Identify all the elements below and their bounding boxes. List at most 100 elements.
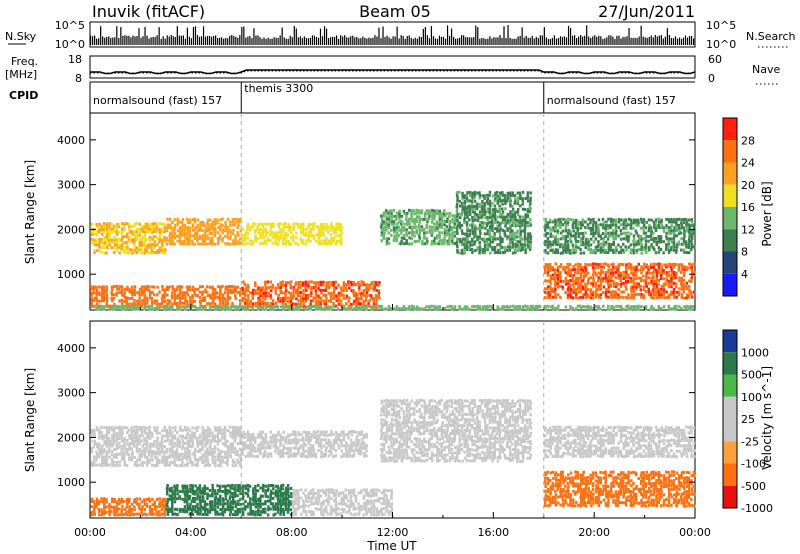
heatmap-cell: [208, 302, 212, 306]
heatmap-cell: [420, 225, 424, 229]
heatmap-cell: [110, 227, 113, 231]
heatmap-cell: [642, 267, 645, 271]
heatmap-cell: [491, 246, 494, 250]
heatmap-cell: [655, 296, 658, 300]
heatmap-cell: [189, 301, 192, 305]
nsky-bar: [362, 36, 364, 45]
heatmap-cell: [256, 307, 260, 311]
heatmap-cell: [505, 237, 509, 241]
heatmap-cell: [171, 436, 174, 440]
heatmap-cell: [435, 307, 438, 311]
heatmap-cell: [194, 293, 197, 297]
heatmap-cell: [158, 441, 162, 445]
heatmap-cell: [143, 235, 146, 239]
heatmap-cell: [382, 211, 386, 215]
heatmap-cell: [509, 210, 512, 214]
heatmap-cell: [151, 243, 154, 247]
heatmap-cell: [140, 425, 144, 429]
heatmap-cell: [123, 235, 126, 239]
heatmap-cell: [284, 283, 288, 287]
heatmap-cell: [552, 307, 555, 311]
heatmap-cell: [410, 233, 414, 237]
heatmap-cell: [266, 237, 270, 241]
heatmap-cell: [224, 444, 227, 448]
heatmap-cell: [231, 218, 235, 222]
heatmap-cell: [322, 222, 325, 226]
heatmap-cell: [150, 507, 154, 511]
nsky-bar: [565, 37, 568, 45]
heatmap-cell: [591, 226, 595, 230]
heatmap-cell: [612, 290, 615, 294]
heatmap-cell: [587, 226, 590, 230]
heatmap-cell: [176, 452, 179, 456]
heatmap-cell: [652, 276, 655, 280]
heatmap-cell: [321, 231, 325, 235]
heatmap-cell: [642, 245, 646, 249]
heatmap-cell: [135, 439, 139, 443]
heatmap-cell: [249, 242, 253, 246]
heatmap-cell: [201, 458, 204, 462]
heatmap-cell: [105, 431, 109, 435]
heatmap-cell: [217, 240, 220, 244]
heatmap-cell: [579, 306, 583, 310]
heatmap-cell: [471, 226, 474, 230]
heatmap-cell: [682, 287, 686, 291]
heatmap-cell: [165, 285, 169, 289]
cpid-segment-label: themis 3300: [244, 82, 313, 95]
heatmap-cell: [198, 458, 201, 462]
heatmap-cell: [238, 426, 242, 430]
heatmap-cell: [634, 277, 638, 281]
heatmap-cell: [105, 450, 109, 454]
heatmap-cell: [179, 490, 182, 494]
heatmap-cell: [567, 279, 570, 283]
heatmap-cell: [299, 225, 302, 229]
heatmap-cell: [584, 262, 587, 266]
heatmap-cell: [115, 246, 119, 250]
heatmap-cell: [466, 215, 469, 219]
heatmap-cell: [410, 219, 414, 223]
heatmap-cell: [680, 277, 684, 281]
heatmap-cell: [626, 279, 630, 283]
heatmap-cell: [181, 439, 185, 443]
heatmap-cell: [193, 305, 197, 309]
heatmap-cell: [332, 291, 336, 295]
heatmap-cell: [173, 302, 176, 306]
heatmap-cell: [253, 281, 257, 285]
heatmap-cell: [534, 304, 538, 308]
heatmap-cell: [206, 447, 209, 451]
nsky-bar: [608, 35, 610, 45]
heatmap-cell: [138, 442, 141, 446]
heatmap-cell: [662, 268, 665, 272]
nsky-bar: [104, 37, 106, 45]
heatmap-cell: [105, 458, 109, 462]
heatmap-cell: [150, 245, 154, 249]
heatmap-cell: [201, 426, 205, 430]
nsky-bar: [450, 28, 453, 45]
heatmap-cell: [284, 288, 288, 292]
heatmap-cell: [125, 447, 129, 451]
heatmap-cell: [153, 299, 157, 303]
heatmap-cell: [224, 223, 228, 227]
heatmap-cell: [548, 296, 552, 300]
heatmap-cell: [120, 288, 124, 292]
heatmap-cell: [302, 305, 306, 309]
heatmap-cell: [118, 500, 122, 504]
heatmap-cell: [362, 288, 365, 292]
heatmap-cell: [670, 285, 673, 289]
heatmap-cell: [380, 220, 384, 224]
heatmap-cell: [118, 307, 121, 311]
heatmap-cell: [488, 216, 492, 220]
heatmap-cell: [508, 220, 512, 224]
heatmap-cell: [204, 242, 207, 246]
nsky-bar: [596, 36, 598, 45]
heatmap-cell: [190, 436, 194, 440]
heatmap-cell: [246, 297, 250, 301]
heatmap-cell: [118, 445, 121, 449]
heatmap-cell: [161, 301, 164, 305]
heatmap-cell: [425, 305, 428, 309]
heatmap-cell: [123, 463, 126, 467]
heatmap-cell: [615, 248, 618, 252]
heatmap-cell: [569, 305, 572, 309]
heatmap-cell: [226, 296, 230, 300]
heatmap-cell: [649, 263, 653, 267]
